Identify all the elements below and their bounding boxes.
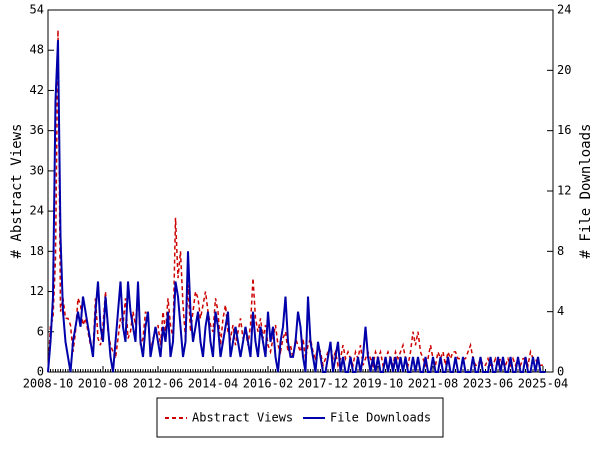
x-tick-label: 2012-06 xyxy=(133,377,184,391)
y2-tick-label: 0 xyxy=(557,365,564,379)
y2-tick-label: 8 xyxy=(557,244,564,258)
y-tick-label: 42 xyxy=(30,83,44,97)
y-tick-label: 36 xyxy=(30,123,44,137)
x-tick-label: 2021-08 xyxy=(408,377,459,391)
x-tick-label: 2025-04 xyxy=(518,377,569,391)
x-tick-label: 2010-08 xyxy=(78,377,129,391)
y2-tick-label: 4 xyxy=(557,304,564,318)
y-tick-label: 54 xyxy=(30,3,44,17)
legend-label: File Downloads xyxy=(330,411,431,425)
legend-label: Abstract Views xyxy=(192,411,293,425)
y-tick-label: 30 xyxy=(30,163,44,177)
x-tick-label: 2008-10 xyxy=(23,377,74,391)
legend-box xyxy=(156,397,444,438)
x-tick-label: 2017-12 xyxy=(298,377,349,391)
x-tick-label: 2019-10 xyxy=(353,377,404,391)
series-line xyxy=(47,30,546,373)
y2-tick-label: 24 xyxy=(557,3,571,17)
y-tick-label: 24 xyxy=(30,204,44,218)
x-tick-label: 2016-02 xyxy=(243,377,294,391)
y2-tick-label: 12 xyxy=(557,184,571,198)
x-tick-label: 2014-04 xyxy=(188,377,239,391)
y2-tick-label: 20 xyxy=(557,63,571,77)
y-tick-label: 6 xyxy=(37,324,44,338)
x-tick-label: 2023-06 xyxy=(463,377,514,391)
y-tick-label: 18 xyxy=(30,244,44,258)
y-axis-title: # Abstract Views xyxy=(9,124,25,259)
y-tick-label: 48 xyxy=(30,43,44,57)
y-tick-label: 12 xyxy=(30,284,44,298)
y2-tick-label: 16 xyxy=(557,123,571,137)
y-tick-label: 0 xyxy=(37,365,44,379)
series-line xyxy=(47,40,546,373)
y2-axis-title: # File Downloads xyxy=(578,124,594,259)
